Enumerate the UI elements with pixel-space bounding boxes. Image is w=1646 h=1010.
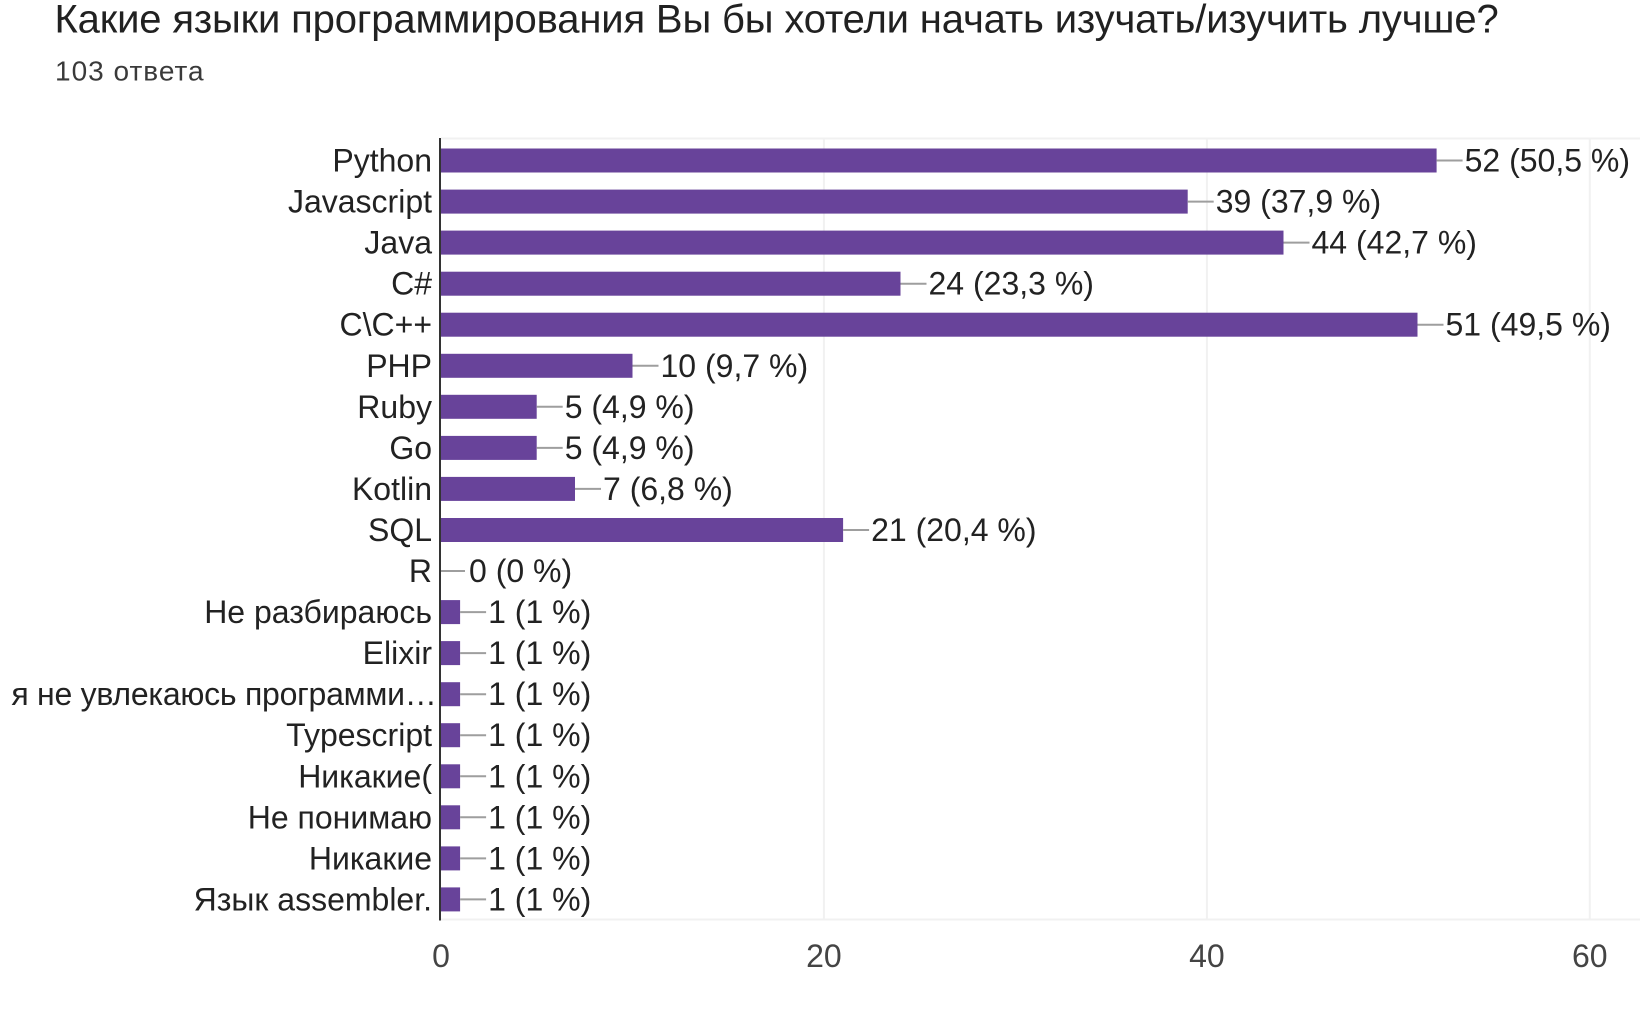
svg-text:Никакие(: Никакие( bbox=[298, 758, 432, 794]
svg-text:Язык assembler.: Язык assembler. bbox=[194, 881, 432, 917]
svg-text:1 (1 %): 1 (1 %) bbox=[488, 881, 591, 917]
svg-text:5 (4,9 %): 5 (4,9 %) bbox=[565, 389, 695, 425]
svg-text:Go: Go bbox=[389, 430, 432, 466]
svg-text:Elixir: Elixir bbox=[363, 635, 433, 671]
svg-text:39 (37,9 %): 39 (37,9 %) bbox=[1216, 184, 1381, 220]
svg-text:5 (4,9 %): 5 (4,9 %) bbox=[565, 430, 695, 466]
svg-text:SQL: SQL bbox=[368, 512, 432, 548]
svg-text:Kotlin: Kotlin bbox=[352, 471, 432, 507]
svg-text:1 (1 %): 1 (1 %) bbox=[488, 594, 591, 630]
svg-text:10 (9,7 %): 10 (9,7 %) bbox=[661, 348, 809, 384]
svg-text:0: 0 bbox=[432, 938, 450, 974]
svg-text:44 (42,7 %): 44 (42,7 %) bbox=[1312, 225, 1477, 261]
svg-text:C\C++: C\C++ bbox=[340, 307, 432, 343]
svg-text:1 (1 %): 1 (1 %) bbox=[488, 717, 591, 753]
svg-text:52 (50,5 %): 52 (50,5 %) bbox=[1465, 143, 1630, 179]
svg-text:Не разбираюсь: Не разбираюсь bbox=[204, 594, 432, 630]
svg-text:1 (1 %): 1 (1 %) bbox=[488, 758, 591, 794]
svg-text:Какие языки программирования В: Какие языки программирования Вы бы хотел… bbox=[55, 0, 1499, 42]
svg-text:7 (6,8 %): 7 (6,8 %) bbox=[603, 471, 733, 507]
svg-text:1 (1 %): 1 (1 %) bbox=[488, 799, 591, 835]
svg-text:Никакие: Никакие bbox=[309, 840, 432, 876]
svg-text:24 (23,3 %): 24 (23,3 %) bbox=[929, 266, 1094, 302]
svg-text:20: 20 bbox=[806, 938, 842, 974]
svg-text:Не понимаю: Не понимаю bbox=[248, 799, 432, 835]
svg-text:1 (1 %): 1 (1 %) bbox=[488, 676, 591, 712]
svg-text:1 (1 %): 1 (1 %) bbox=[488, 840, 591, 876]
svg-text:0 (0 %): 0 (0 %) bbox=[469, 553, 572, 589]
svg-text:103 ответа: 103 ответа bbox=[55, 56, 205, 87]
svg-text:60: 60 bbox=[1572, 938, 1608, 974]
svg-text:Ruby: Ruby bbox=[357, 389, 432, 425]
svg-text:R: R bbox=[409, 553, 432, 589]
svg-text:Typescript: Typescript bbox=[286, 717, 432, 753]
svg-text:я не увлекаюсь программи…: я не увлекаюсь программи… bbox=[11, 676, 436, 712]
svg-text:Python: Python bbox=[332, 143, 432, 179]
svg-text:Javascript: Javascript bbox=[288, 184, 432, 220]
svg-text:C#: C# bbox=[391, 266, 432, 302]
svg-text:21 (20,4 %): 21 (20,4 %) bbox=[871, 512, 1036, 548]
svg-text:40: 40 bbox=[1189, 938, 1225, 974]
svg-text:Java: Java bbox=[364, 225, 432, 261]
svg-text:1 (1 %): 1 (1 %) bbox=[488, 635, 591, 671]
svg-text:51 (49,5 %): 51 (49,5 %) bbox=[1446, 307, 1611, 343]
svg-text:PHP: PHP bbox=[366, 348, 432, 384]
